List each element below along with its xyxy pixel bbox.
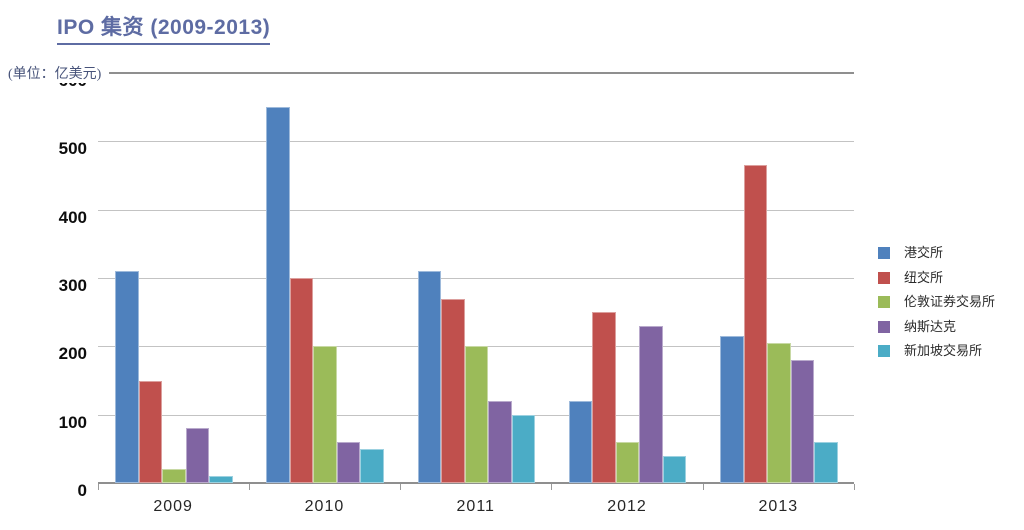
bar-2012-series4 [662,455,687,483]
y-axis-tick-label: 300 [58,276,87,295]
x-axis-line [97,482,854,484]
chart-title: IPO 集资 (2009-2013) [57,11,271,45]
legend-swatch-icon [878,247,890,259]
bar-2009-series2 [162,469,186,483]
legend-label: 港交所 [904,245,944,260]
unit-label: (单位：亿美元) [8,63,110,83]
bar-2013-series2 [767,342,791,483]
bar-2009-series1 [138,380,162,483]
bar-2012-series3 [639,325,663,483]
x-axis-tick [248,484,250,490]
x-axis-category-label: 2013 [758,498,799,515]
bar-2010-series4 [360,448,384,483]
gridline [97,278,854,279]
bar-2012-series2 [615,442,640,483]
x-axis-category-label: 2011 [456,498,495,515]
x-axis-category-label: 2010 [304,498,345,515]
legend-label: 新加坡交易所 [904,343,983,359]
x-axis-tick [702,484,704,490]
x-axis-category-label: 2012 [607,498,647,515]
y-axis-tick-label: 500 [58,139,87,159]
x-axis-tick [400,484,402,490]
y-axis-tick-label: 0 [77,481,87,500]
bar-2013-series1 [743,165,768,483]
gridline [97,209,854,211]
bar-2011-series4 [511,414,536,483]
y-axis-tick-label: 200 [58,344,87,364]
legend-swatch-icon [878,296,890,309]
bar-2013-series0 [720,336,744,483]
bar-2012-series1 [592,312,616,483]
bar-2011-series0 [417,271,442,483]
legend-swatch-icon [878,271,890,284]
x-axis-category-label: 2009 [153,498,193,515]
bar-2013-series3 [790,360,815,483]
bar-2010-series1 [289,278,314,483]
legend-label: 纽交所 [904,269,944,285]
bar-2010-series3 [336,442,361,483]
bar-2011-series1 [441,298,465,483]
bar-2012-series0 [568,401,593,483]
gridline-top [97,72,854,74]
legend-label: 伦敦证券交易所 [904,294,996,310]
x-axis-tick [551,484,553,490]
bar-2011-series2 [464,346,489,483]
x-axis-tick [97,484,99,490]
bar-2011-series3 [488,401,512,483]
legend-swatch-icon [878,320,890,333]
legend-label: 纳斯达克 [904,318,957,334]
bar-2009-series4 [209,476,233,483]
bar-2013-series4 [814,442,838,483]
gridline [97,141,854,143]
y-axis-tick-label: 100 [58,412,87,432]
bar-2010-series0 [266,107,290,483]
x-axis-tick [854,484,855,490]
bar-2009-series0 [115,271,139,483]
y-axis-tick-label: 400 [58,207,87,227]
bar-2010-series2 [313,346,337,483]
bar-2009-series3 [185,428,209,483]
legend-swatch-icon [878,345,890,358]
